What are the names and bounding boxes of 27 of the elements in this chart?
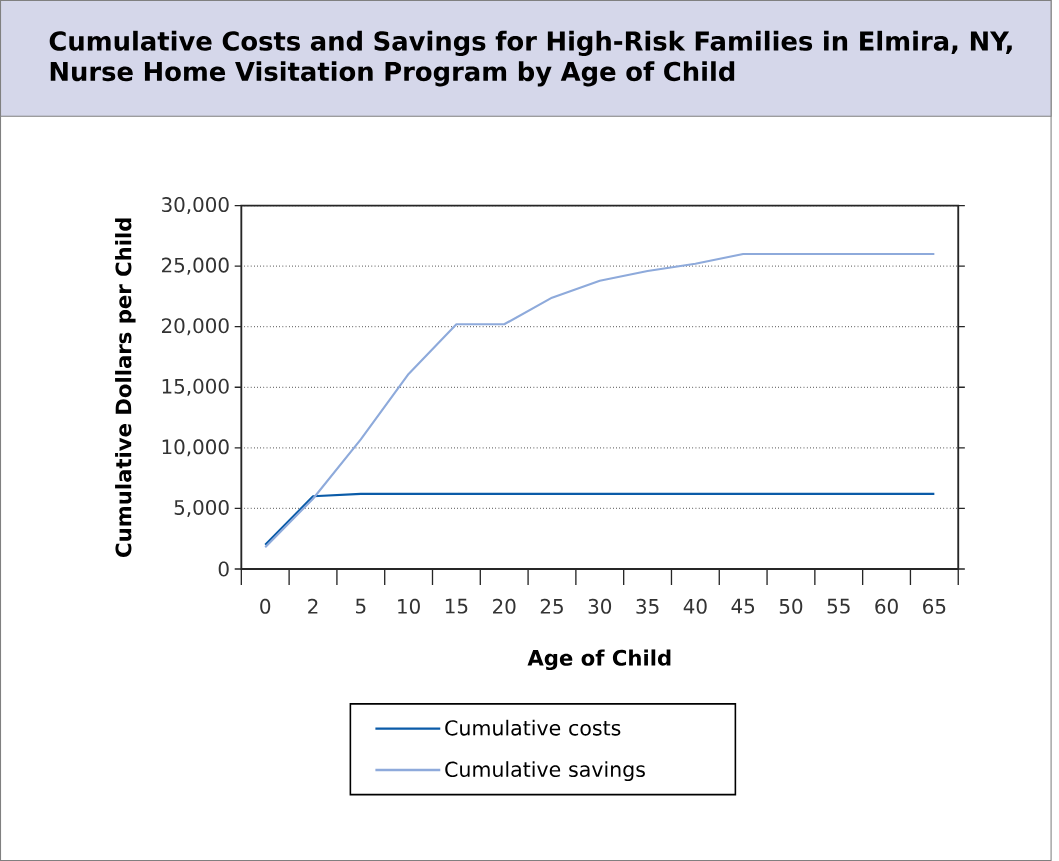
x-tick-label: 20 bbox=[493, 598, 516, 614]
chart-title: Cumulative Costs and Savings for High-Risk Families in Elmira, NY, Nurse Home Visitation Program by Age of Child bbox=[49, 30, 1012, 87]
x-tick-label: 55 bbox=[827, 598, 850, 614]
x-tick-label: 45 bbox=[731, 598, 755, 614]
legend-label: Cumulative costs bbox=[445, 719, 621, 736]
y-tick-label: 15,000 bbox=[162, 378, 229, 396]
y-axis-title: Cumulative Dollars per Child bbox=[115, 218, 136, 557]
y-tick-label: 10,000 bbox=[162, 439, 229, 457]
x-tick-label: 35 bbox=[636, 598, 659, 614]
y-tick-label: 30,000 bbox=[162, 197, 229, 215]
y-tick-label: 0 bbox=[218, 561, 229, 577]
x-tick-label: 25 bbox=[540, 598, 563, 614]
x-axis-title: Age of Child bbox=[527, 649, 671, 671]
x-tick-label: 30 bbox=[588, 598, 612, 614]
x-tick-label: 0 bbox=[260, 598, 271, 614]
y-tick-label: 5,000 bbox=[174, 499, 229, 517]
x-tick-label: 15 bbox=[445, 598, 468, 614]
x-tick-label: 2 bbox=[308, 598, 318, 614]
legend-label: Cumulative savings bbox=[445, 761, 645, 782]
x-tick-label: 40 bbox=[683, 598, 707, 614]
x-tick-label: 50 bbox=[779, 598, 803, 614]
x-tick-label: 65 bbox=[923, 598, 946, 614]
x-tick-label: 10 bbox=[398, 598, 420, 614]
y-tick-label: 25,000 bbox=[161, 257, 229, 275]
x-tick-label: 60 bbox=[875, 598, 898, 614]
y-tick-label: 20,000 bbox=[161, 318, 229, 336]
x-tick-label: 5 bbox=[356, 598, 366, 614]
